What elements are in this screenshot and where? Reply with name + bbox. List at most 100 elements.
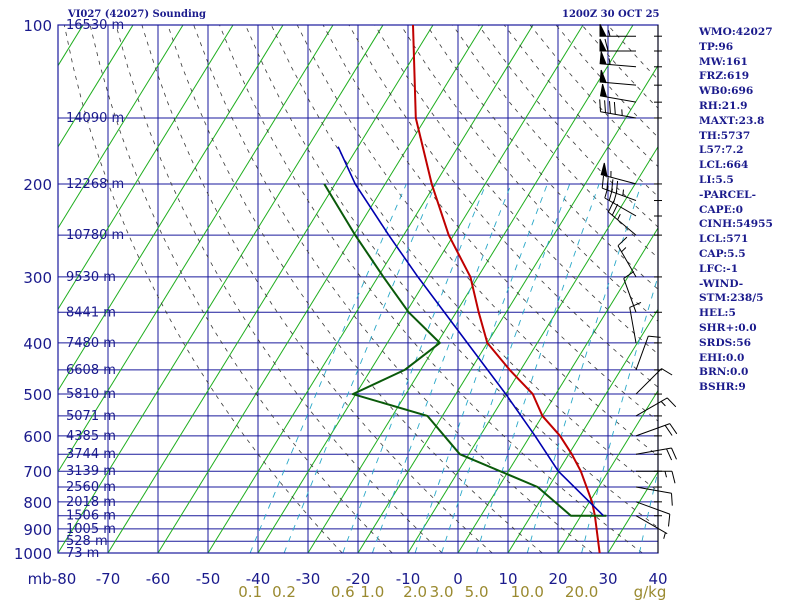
index-value: BRN:0.0 (699, 366, 749, 379)
isotherm-line (357, 64, 658, 553)
mixing-ratio-unit-label: g/kg (634, 583, 667, 600)
parcel-profile-line (337, 146, 604, 517)
height-label: 14090 m (66, 111, 124, 126)
indices-panel: WMO:42027 TP:96 MW:161 FRZ:619 WB0:696 RH:21.… (699, 25, 773, 395)
temperature-tick-label: -10 (396, 570, 421, 588)
pressure-tick-label: 200 (23, 176, 52, 194)
mixing-ratio-label: 3.0 (430, 583, 454, 600)
mixing-ratio-label: 20.0 (565, 583, 598, 600)
index-value: RH:21.9 (699, 99, 748, 112)
mixing-ratio-label: 5.0 (465, 583, 489, 600)
profiles (323, 25, 607, 553)
index-value: HEL:5 (699, 307, 736, 320)
mixing-ratio-label: 0.1 (238, 583, 262, 600)
wind-barb (601, 175, 662, 202)
height-label: 3744 m (66, 447, 116, 462)
index-value: -WIND- (699, 277, 744, 290)
temperature-tick-label: mb-80 (28, 570, 77, 588)
pressure-tick-label: 600 (23, 428, 52, 446)
wind-barb (600, 162, 662, 185)
pressure-tick-label: 300 (23, 269, 52, 287)
index-value: WMO:42027 (699, 26, 773, 38)
temperature-tick-label: -70 (96, 570, 121, 588)
isotherm-line (157, 25, 484, 553)
mixing-ratio-label: 0.6 (331, 583, 355, 600)
temperature-tick-label: -30 (296, 570, 321, 588)
height-label: 6608 m (66, 363, 116, 378)
index-value: LCL:571 (699, 233, 749, 246)
height-label: 10780 m (66, 228, 124, 243)
isotherm-line (407, 145, 658, 553)
mixing-ratio-label: 1.0 (360, 583, 384, 600)
pressure-tick-label: 400 (23, 335, 52, 353)
isotherm-line (457, 227, 658, 553)
height-label: 7480 m (66, 336, 116, 351)
height-label: 4385 m (66, 429, 116, 444)
mixing-ratio-line (342, 183, 487, 553)
index-value: WB0:696 (699, 85, 754, 98)
height-label: 8441 m (66, 305, 116, 320)
mixing-ratio-label: 10.0 (511, 583, 544, 600)
dry-adiabat-line (219, 25, 643, 553)
index-value: CAPE:0 (699, 203, 743, 216)
height-label: 5071 m (66, 409, 116, 424)
dry-adiabat-line (245, 25, 658, 529)
index-value: LCL:664 (699, 159, 749, 172)
mixing-ratio-line (581, 275, 658, 553)
dry-adiabat-line (400, 25, 658, 322)
index-value: LFC:-1 (699, 262, 739, 275)
wind-barb (629, 301, 662, 344)
wind-barb (635, 397, 677, 417)
temperature-tick-label: -60 (146, 570, 171, 588)
wind-barb (599, 99, 662, 119)
height-label: 2560 m (66, 480, 116, 495)
isotherm-line (257, 25, 584, 553)
height-label: 12268 m (66, 177, 124, 192)
pressure-tick-label: 700 (23, 463, 52, 481)
index-value: CAP:5.5 (699, 247, 746, 260)
isotherm-line (58, 25, 334, 473)
pressure-tick-label: 800 (23, 494, 52, 512)
mixing-ratio-line (371, 183, 512, 553)
temperature-profile-line (412, 25, 601, 553)
dry-adiabat-line (115, 25, 443, 553)
isotherm-line (58, 25, 184, 230)
index-value: CINH:54955 (699, 218, 773, 231)
height-label: 1005 m (66, 522, 116, 537)
index-value: L57:7.2 (699, 144, 744, 157)
index-value: -PARCEL- (699, 188, 756, 201)
wind-barb (635, 501, 671, 527)
dewpoint-profile-line (323, 183, 607, 517)
isotherm-line (507, 308, 658, 553)
dry-adiabat-line (167, 25, 543, 553)
height-label: 9530 m (66, 270, 116, 285)
mixing-ratio-line (249, 183, 407, 553)
wind-barb (635, 486, 673, 506)
index-value: TH:5737 (699, 129, 751, 142)
index-value: BSHR:9 (699, 381, 746, 394)
dry-adiabat-line (296, 25, 658, 457)
index-value: SHR+:0.0 (699, 321, 757, 334)
wind-barb (635, 447, 677, 461)
dry-adiabat-line (141, 25, 493, 553)
index-value: SRDS:56 (699, 336, 751, 349)
dry-adiabat-line (348, 25, 658, 388)
wind-barb (635, 423, 678, 437)
pressure-tick-label: 100 (23, 17, 52, 35)
index-value: EHI:0.0 (699, 351, 745, 364)
wind-barb (599, 69, 662, 86)
isotherm-line (58, 25, 234, 311)
height-label: 2018 m (66, 495, 116, 510)
isotherm-line (58, 25, 384, 553)
index-value: FRZ:619 (699, 70, 750, 83)
temperature-tick-label: 0 (453, 570, 463, 588)
height-label: 73 m (66, 546, 99, 561)
mixing-ratio-label: 2.0 (403, 583, 427, 600)
temperature-tick-label: 10 (498, 570, 517, 588)
index-value: MW:161 (699, 55, 748, 68)
wind-barb (623, 271, 662, 313)
temperature-tick-label: -50 (196, 570, 221, 588)
height-label: 5810 m (66, 387, 116, 402)
wind-barb (599, 83, 662, 103)
